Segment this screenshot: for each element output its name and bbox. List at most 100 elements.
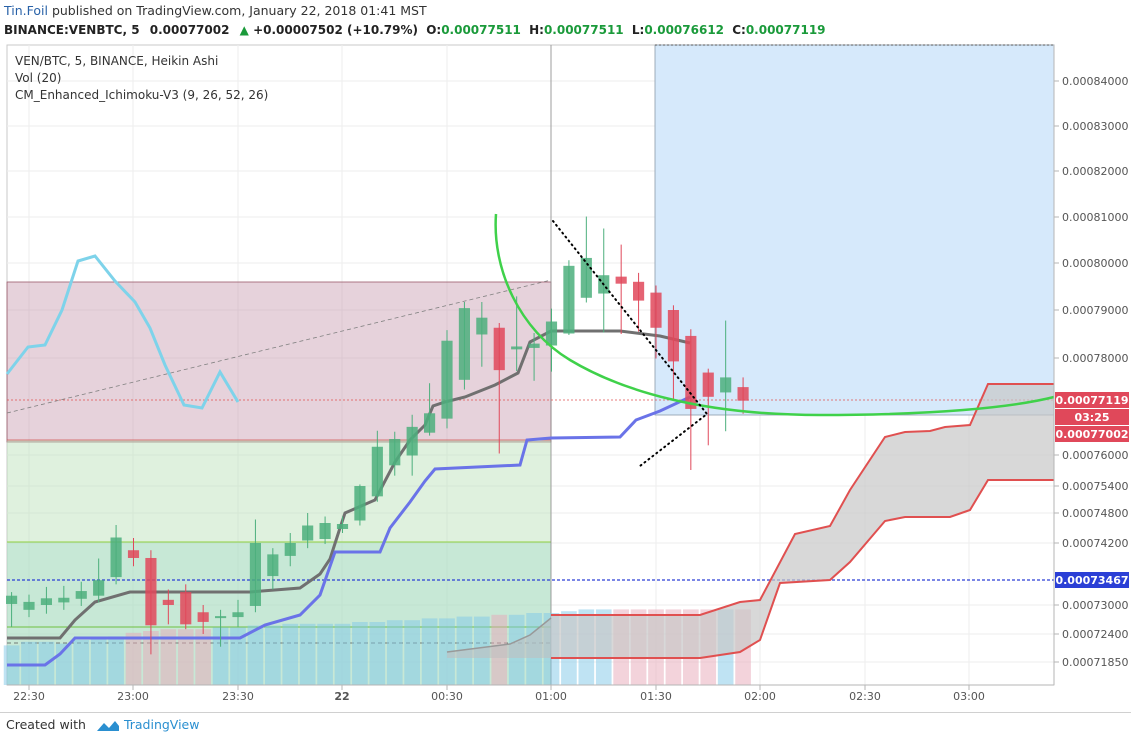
candle-body [406, 426, 418, 456]
candle-body [23, 601, 35, 610]
candle-body [127, 550, 140, 558]
price-label-text: 03:25 [1074, 411, 1109, 424]
volume-bar [177, 629, 194, 685]
volume-bar [90, 638, 107, 685]
candle-body [232, 612, 244, 618]
projection-box [654, 44, 1055, 416]
price-label-box [1055, 392, 1129, 408]
x-tick-label: 01:30 [640, 690, 672, 703]
footer: Created with TradingView [0, 712, 1131, 742]
candle-body [6, 595, 18, 604]
chart-svg[interactable]: 0.00084000 0.00083000 0.00082000 0.00081000… [0, 40, 1131, 712]
arc-drawing [494, 213, 1055, 417]
volume-bar [386, 620, 403, 685]
senkou-a-line [551, 383, 1054, 616]
trend-line [6, 279, 552, 414]
chart-area[interactable]: 0.00084000 0.00083000 0.00082000 0.00081000… [0, 40, 1131, 712]
candle-body [389, 438, 401, 466]
y-tick-label: 0.00076000 [1062, 449, 1128, 462]
y-tick-label: 0.00071850 [1062, 656, 1128, 669]
created-with-label: Created with [6, 717, 86, 732]
past-cloud-fill [447, 618, 551, 658]
last-price: 0.00077002 [149, 23, 230, 37]
candle-body [58, 597, 70, 603]
x-tick-label: 02:30 [849, 690, 881, 703]
past-cloud-line [446, 617, 552, 653]
ichimoku-lines [5, 254, 691, 667]
volume-bar [299, 623, 316, 685]
x-tick-label: 22 [334, 690, 349, 703]
volume-bar [21, 641, 37, 685]
low-value: 0.00076612 [644, 23, 725, 37]
volume-bar [352, 622, 368, 685]
candle-body [615, 276, 627, 284]
volume-bar [247, 625, 264, 685]
change-value: +0.00007502 (+10.79%) [253, 23, 419, 37]
close-value: 0.00077119 [745, 23, 826, 37]
change-arrow-icon: ▲ [239, 23, 249, 37]
y-tick-label: 0.00074200 [1062, 537, 1128, 550]
drawings [494, 213, 1055, 467]
candle-body [650, 292, 662, 328]
volume-bar [212, 627, 229, 685]
candle-body [458, 308, 470, 380]
y-tick-label: 0.00081000 [1062, 211, 1128, 224]
candle-body [493, 327, 505, 371]
x-tick-label: 22:30 [13, 690, 45, 703]
ohlc-header: BINANCE:VENBTC, 5 0.00077002 ▲ +0.000075… [0, 20, 1131, 40]
x-tick-label: 23:30 [222, 690, 254, 703]
candle-body [528, 343, 540, 348]
price-label-box [1055, 409, 1129, 425]
tenkan-line [7, 395, 691, 667]
candle-body [319, 523, 331, 539]
candle-body [302, 525, 314, 541]
y-tick-label: 0.00080000 [1062, 257, 1128, 270]
candle-body [75, 591, 87, 599]
ichimoku-cloud [446, 383, 1054, 659]
close-label: C: [732, 23, 746, 37]
y-tick-labels: 0.00084000 0.00083000 0.00082000 0.00081000… [1054, 75, 1128, 669]
wedge-drawing [552, 220, 709, 467]
volume-bar [317, 623, 333, 685]
candle-body [93, 580, 105, 596]
open-value: 0.00077511 [441, 23, 521, 37]
candle-body [737, 387, 749, 401]
volume-bar [421, 618, 438, 685]
candle-body [145, 557, 157, 626]
candle-body [476, 317, 488, 335]
x-tick-label: 01:00 [535, 690, 567, 703]
volume-bar [73, 640, 90, 685]
volume-bar [404, 620, 421, 685]
volume-bar [282, 623, 299, 685]
price-label-box [1055, 426, 1129, 442]
price-label-box [1055, 572, 1129, 588]
author-link[interactable]: Tin.Foil [4, 3, 48, 18]
x-tick-label: 03:00 [953, 690, 985, 703]
x-tick-labels: 22:30 23:00 23:30 22 00:30 01:00 01:30 02:00 02:… [13, 685, 985, 703]
candle-body [180, 592, 192, 625]
volume-bar [160, 629, 177, 685]
volume-bar [264, 625, 281, 685]
legend-volume: Vol (20) [15, 71, 61, 85]
x-tick-label: 00:30 [431, 690, 463, 703]
candle-body [633, 281, 645, 301]
tradingview-logo-icon [96, 720, 119, 731]
candles [6, 216, 749, 655]
volume-bar [334, 623, 351, 685]
high-value: 0.00077511 [543, 23, 624, 37]
x-tick-label: 23:00 [117, 690, 149, 703]
volume-bar [108, 636, 124, 685]
volume-bar [143, 631, 159, 685]
legend-symbol: VEN/BTC, 5, BINANCE, Heikin Ashi [15, 54, 218, 68]
high-label: H: [529, 23, 544, 37]
candle-body [580, 257, 592, 298]
low-label: L: [631, 23, 645, 37]
candle-body [511, 346, 523, 350]
candle-body [685, 335, 697, 409]
candle-body [720, 377, 732, 393]
tradingview-brand-link[interactable]: TradingView [123, 717, 200, 732]
candle-body [667, 310, 679, 362]
candle-body [354, 486, 366, 521]
y-tick-label: 0.00075400 [1062, 480, 1128, 493]
candle-body [424, 413, 436, 433]
